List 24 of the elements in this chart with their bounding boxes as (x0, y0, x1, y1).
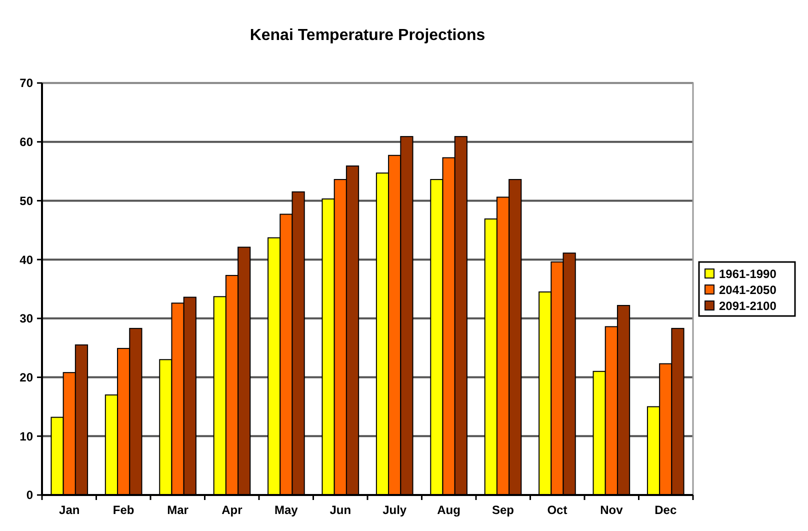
y-tick-label: 0 (26, 488, 34, 502)
x-tick-label: Jan (59, 503, 80, 517)
y-tick-label: 40 (20, 252, 34, 267)
y-tick-label: 50 (20, 194, 34, 208)
x-tick-label: May (274, 503, 298, 517)
y-tick-label: 70 (20, 76, 34, 90)
x-tick-label: Nov (600, 503, 624, 517)
x-tick-label: July (382, 503, 407, 517)
x-tick-label: Oct (547, 503, 568, 517)
legend-label: 1961-1990 (719, 267, 777, 281)
legend-label: 2041-2050 (719, 283, 777, 297)
x-tick-label: Dec (654, 503, 677, 517)
x-tick-label: Mar (167, 503, 189, 517)
x-tick-label: Apr (222, 503, 243, 517)
x-tick-label: Aug (437, 503, 460, 517)
y-tick-label: 20 (20, 370, 34, 384)
y-tick-label: 10 (20, 429, 34, 444)
chart-title: Kenai Temperature Projections (250, 27, 486, 44)
y-tick-label: 60 (20, 135, 34, 150)
x-tick-label: Jun (330, 503, 352, 517)
y-tick-label: 30 (20, 312, 34, 326)
x-tick-label: Feb (112, 503, 134, 517)
x-tick-label: Sep (492, 503, 514, 517)
legend-label: 2091-2100 (719, 299, 777, 313)
